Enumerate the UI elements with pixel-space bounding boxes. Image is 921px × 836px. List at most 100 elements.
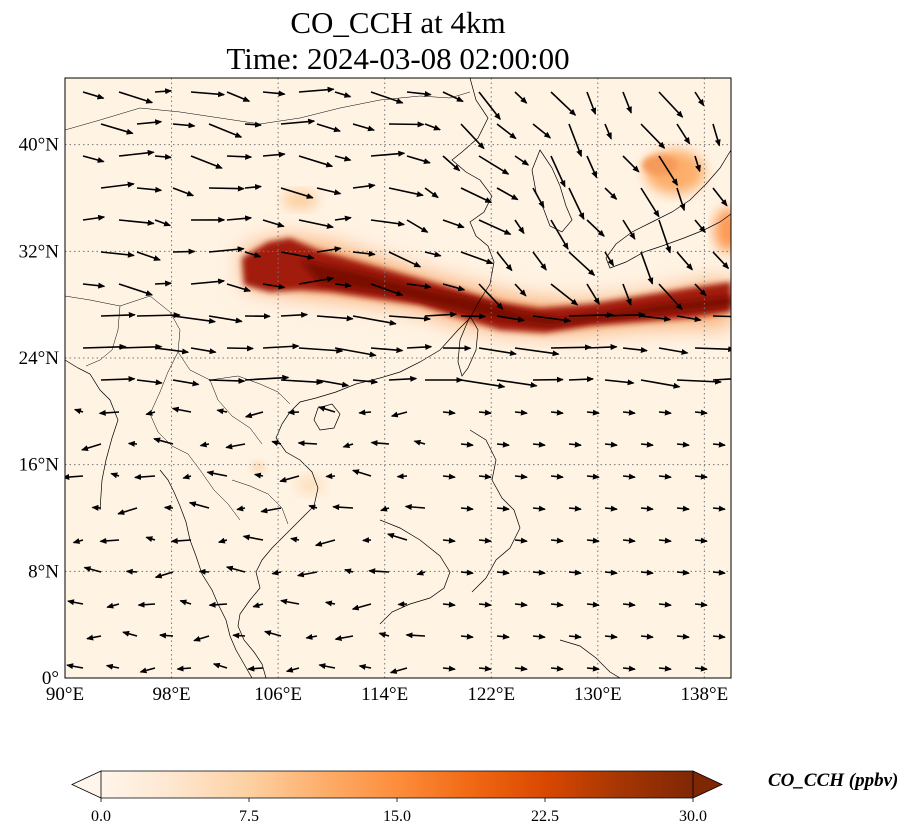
wind-vector xyxy=(253,472,264,479)
wind-vector xyxy=(217,537,228,544)
wind-vector xyxy=(244,374,290,381)
wind-vector xyxy=(622,283,632,306)
wind-vector xyxy=(586,601,600,608)
wind-vector xyxy=(388,315,432,322)
coastline-philippines xyxy=(469,429,521,593)
wind-vector xyxy=(496,569,510,576)
wind-vector xyxy=(154,219,172,227)
wind-vector xyxy=(550,601,564,608)
wind-vector xyxy=(406,219,429,233)
wind-vector xyxy=(676,378,722,385)
gridlines xyxy=(65,78,731,678)
wind-vector xyxy=(676,441,690,448)
colorbar-ticks: 0.0 7.5 15.0 22.5 30.0 xyxy=(91,798,707,825)
wind-vector xyxy=(694,155,701,173)
wind-vector xyxy=(694,665,708,672)
wind-vector xyxy=(406,90,432,97)
wind-vector xyxy=(460,123,485,150)
wind-vector xyxy=(676,251,693,271)
lat-tick-label: 16°N xyxy=(19,455,60,476)
wind-vector xyxy=(172,315,216,324)
wind-vector xyxy=(247,665,264,672)
wind-vector xyxy=(712,378,731,381)
wind-vector xyxy=(532,315,572,324)
wind-vector xyxy=(442,473,456,480)
wind-vector xyxy=(442,537,456,544)
wind-vector xyxy=(316,246,342,253)
wind-vector xyxy=(586,537,600,544)
wind-vector xyxy=(208,315,243,324)
wind-vector xyxy=(442,665,456,672)
wind-vector xyxy=(478,665,492,672)
wind-vector xyxy=(604,441,618,448)
wind-vector xyxy=(712,633,726,640)
wind-vector xyxy=(388,375,418,382)
wind-vector xyxy=(298,86,335,93)
plume-core-japan xyxy=(642,155,678,175)
wind-vector xyxy=(586,219,605,237)
wind-vector xyxy=(586,91,597,115)
wind-vector xyxy=(280,187,314,199)
wind-vector xyxy=(100,181,135,189)
wind-vector xyxy=(81,443,102,451)
wind-vector xyxy=(478,537,492,544)
wind-vector xyxy=(208,123,243,138)
wind-vector xyxy=(604,505,618,512)
wind-vector xyxy=(568,505,582,512)
wind-vector xyxy=(532,633,546,640)
wind-vector xyxy=(386,533,408,541)
wind-vector xyxy=(442,155,461,172)
coastlines xyxy=(65,78,731,678)
wind-vector xyxy=(262,90,286,97)
wind-vector xyxy=(478,155,510,175)
wind-vector xyxy=(550,155,566,188)
wind-vector xyxy=(244,251,262,258)
wind-vector xyxy=(370,283,404,297)
wind-vector xyxy=(550,91,577,116)
wind-vector xyxy=(532,441,546,448)
wind-vector xyxy=(334,91,352,98)
wind-vector xyxy=(352,123,375,132)
wind-vector xyxy=(82,282,106,289)
lat-tick-label: 40°N xyxy=(19,135,60,156)
wind-vector xyxy=(604,379,635,386)
lat-tick-label: 0° xyxy=(42,668,59,689)
wind-vector xyxy=(514,601,528,608)
wind-vector xyxy=(532,569,546,576)
plume-patch-south-2 xyxy=(250,461,266,473)
wind-vector xyxy=(460,505,474,512)
wind-vector xyxy=(182,473,192,480)
coastline-new-guinea xyxy=(559,639,621,678)
wind-vector xyxy=(334,215,352,222)
wind-vector xyxy=(622,409,636,416)
coastline-borneo xyxy=(379,519,451,625)
wind-vector xyxy=(586,344,618,351)
wind-vector xyxy=(280,118,316,125)
wind-vector xyxy=(136,186,163,193)
wind-vector xyxy=(424,251,442,258)
wind-vector xyxy=(145,536,156,542)
coastline-mainland xyxy=(237,78,495,678)
wind-vector xyxy=(416,569,426,576)
wind-vector xyxy=(271,440,282,447)
wind-vector xyxy=(370,150,406,157)
colorbar-ramp xyxy=(101,771,693,798)
wind-vector xyxy=(242,534,264,541)
wind-vector xyxy=(226,215,253,222)
lat-tick-label: 8°N xyxy=(28,561,59,582)
wind-vector xyxy=(496,633,510,640)
wind-vector xyxy=(252,602,264,608)
wind-vector xyxy=(193,635,210,642)
wind-vector xyxy=(712,251,730,270)
wind-vector xyxy=(397,601,408,608)
colorbar-extend-max xyxy=(692,770,723,799)
wind-vector xyxy=(171,406,192,413)
wind-vector xyxy=(190,278,226,285)
wind-vector xyxy=(658,91,684,118)
wind-vector xyxy=(244,121,262,128)
wind-vector xyxy=(67,599,84,606)
lon-tick-label: 98°E xyxy=(152,684,190,705)
wind-vector xyxy=(712,123,721,147)
wind-vector xyxy=(676,123,691,145)
wind-vector xyxy=(478,219,512,236)
